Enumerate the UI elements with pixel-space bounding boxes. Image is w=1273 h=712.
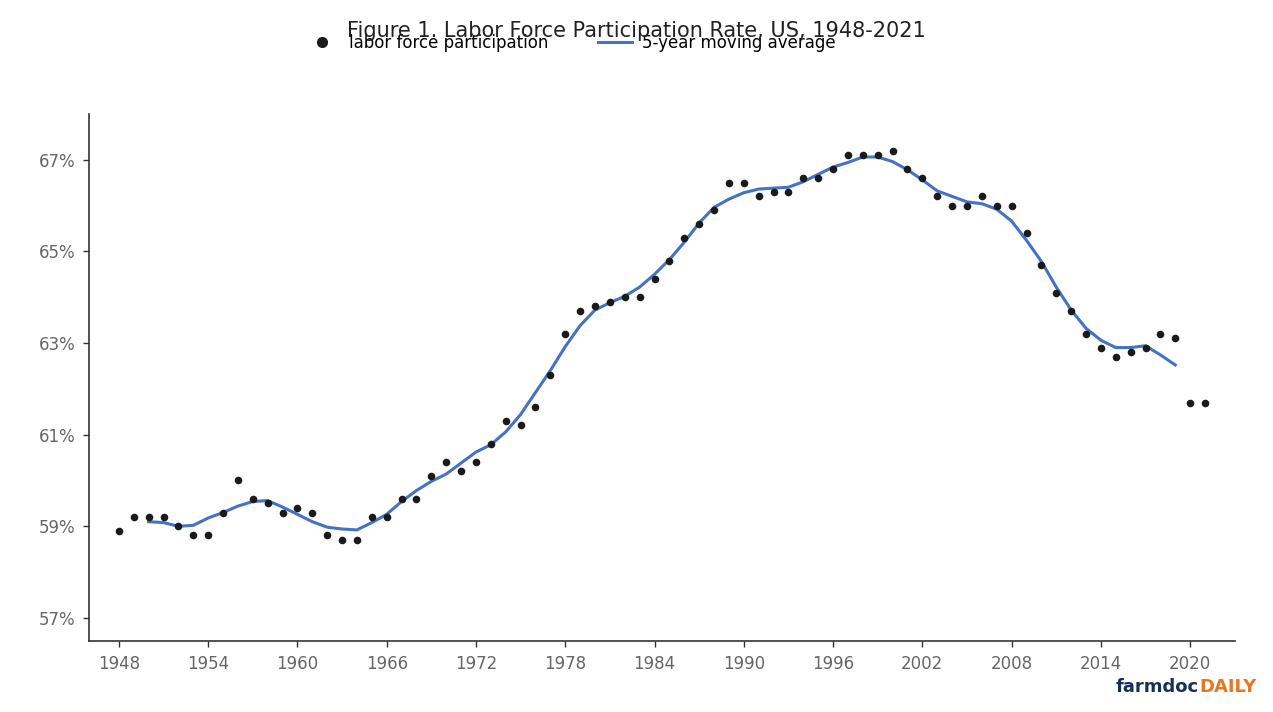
Point: [1151, 328, 1171, 340]
Point: [526, 402, 546, 413]
Point: [749, 191, 769, 202]
Point: [971, 191, 992, 202]
Point: [1076, 328, 1096, 340]
Point: [793, 172, 813, 184]
Point: [1002, 200, 1022, 211]
Point: [451, 466, 471, 477]
Point: [615, 291, 635, 303]
Text: farmdoc: farmdoc: [1116, 679, 1199, 696]
Point: [1195, 397, 1216, 408]
Point: [555, 328, 575, 340]
Point: [1165, 333, 1185, 344]
Point: [867, 150, 887, 161]
Point: [495, 415, 516, 426]
Point: [1120, 347, 1141, 358]
Point: [629, 291, 649, 303]
Point: [1105, 351, 1125, 362]
Point: [466, 456, 486, 468]
Point: [540, 370, 560, 381]
Point: [153, 511, 173, 523]
Point: [853, 150, 873, 161]
Point: [257, 498, 278, 509]
Legend: labor force participation, 5-year moving average: labor force participation, 5-year moving…: [299, 28, 841, 59]
Point: [733, 177, 754, 189]
Point: [882, 145, 903, 156]
Point: [659, 255, 680, 266]
Point: [987, 200, 1007, 211]
Point: [675, 232, 695, 244]
Point: [719, 177, 740, 189]
Point: [139, 511, 159, 523]
Point: [704, 204, 724, 216]
Point: [406, 493, 426, 505]
Point: [913, 172, 933, 184]
Point: [957, 200, 978, 211]
Point: [1046, 287, 1067, 298]
Point: [644, 273, 665, 285]
Point: [1091, 342, 1111, 353]
Point: [199, 530, 219, 541]
Point: [243, 493, 264, 505]
Point: [183, 530, 204, 541]
Point: [317, 530, 337, 541]
Point: [391, 493, 411, 505]
Text: DAILY: DAILY: [1199, 679, 1256, 696]
Point: [1136, 342, 1156, 353]
Point: [1016, 227, 1036, 239]
Point: [510, 420, 531, 431]
Point: [108, 525, 129, 537]
Point: [600, 296, 620, 308]
Point: [942, 200, 962, 211]
Point: [927, 191, 947, 202]
Point: [377, 511, 397, 523]
Text: Figure 1. Labor Force Participation Rate, US, 1948-2021: Figure 1. Labor Force Participation Rate…: [348, 21, 925, 41]
Point: [570, 305, 591, 317]
Point: [332, 534, 353, 545]
Point: [1180, 397, 1200, 408]
Point: [228, 475, 248, 486]
Point: [778, 186, 798, 197]
Point: [288, 502, 308, 513]
Point: [1031, 259, 1051, 271]
Point: [123, 511, 144, 523]
Point: [302, 507, 322, 518]
Point: [481, 438, 502, 449]
Point: [1060, 305, 1081, 317]
Point: [346, 534, 367, 545]
Point: [838, 150, 858, 161]
Point: [584, 300, 605, 312]
Point: [897, 163, 918, 174]
Point: [421, 470, 442, 481]
Point: [213, 507, 233, 518]
Point: [168, 520, 188, 532]
Point: [808, 172, 829, 184]
Point: [764, 186, 784, 197]
Point: [272, 507, 293, 518]
Point: [689, 218, 709, 229]
Point: [437, 456, 457, 468]
Point: [362, 511, 382, 523]
Point: [822, 163, 843, 174]
